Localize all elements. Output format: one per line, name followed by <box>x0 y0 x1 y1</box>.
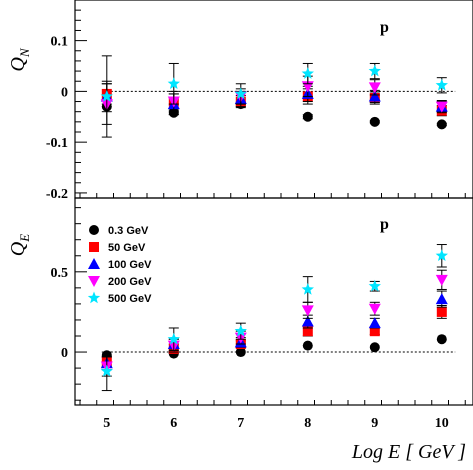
data-point <box>301 305 314 317</box>
data-point <box>302 326 313 337</box>
y-axis-title: QE <box>7 234 32 256</box>
data-point <box>234 87 247 100</box>
legend-marker <box>89 242 99 252</box>
data-point <box>235 347 246 358</box>
data-point <box>436 334 447 345</box>
x-tick-label: 8 <box>304 416 311 431</box>
data-point <box>436 306 447 317</box>
data-point <box>368 317 381 329</box>
data-point <box>100 89 113 102</box>
x-tick-label: 5 <box>103 416 110 431</box>
x-tick-label: 7 <box>237 416 244 431</box>
data-point <box>369 326 380 337</box>
data-point <box>369 116 380 127</box>
panel-annotation: p <box>380 19 389 36</box>
y-tick-label: -0.2 <box>46 187 68 202</box>
data-point <box>435 78 448 91</box>
data-point <box>435 249 448 262</box>
y-axis-title-sub: E <box>17 234 32 243</box>
data-point <box>435 101 448 113</box>
y-axis-title-main: Q <box>7 57 29 72</box>
y-tick-label: 0.1 <box>51 35 69 50</box>
y-axis-title: QN <box>7 47 32 71</box>
legend-label: 0.3 GeV <box>108 225 149 237</box>
x-axis-title: Log E [ GeV ] <box>351 441 466 463</box>
plot-frame <box>74 197 473 406</box>
x-tick-label: 6 <box>170 416 177 431</box>
data-point <box>436 119 447 130</box>
legend: 0.3 GeV 50 GeV 100 GeV 200 GeV 500 GeV <box>87 225 152 305</box>
data-point <box>369 342 380 353</box>
x-tick-label: 10 <box>435 416 449 431</box>
y-tick-label: 0.5 <box>51 266 69 281</box>
data-point <box>368 64 381 77</box>
legend-marker <box>89 225 99 235</box>
y-tick-label: 0 <box>61 346 68 361</box>
data-point <box>368 303 381 315</box>
legend-marker <box>88 276 100 287</box>
data-point <box>368 82 381 94</box>
panel-annotation: p <box>380 216 389 233</box>
data-point <box>302 111 313 122</box>
legend-marker <box>87 291 101 304</box>
data-point <box>368 90 381 102</box>
data-point <box>435 293 448 305</box>
plot-frame <box>74 0 473 199</box>
data-point <box>301 67 314 79</box>
legend-label: 200 GeV <box>108 276 152 288</box>
data-point <box>234 324 247 337</box>
data-point <box>301 315 314 327</box>
data-point <box>100 364 113 377</box>
data-point <box>435 274 448 286</box>
x-tick-label: 9 <box>371 416 378 431</box>
data-point <box>368 279 381 292</box>
y-tick-label: 0 <box>61 85 68 100</box>
data-point <box>167 332 180 345</box>
legend-label: 100 GeV <box>108 259 152 271</box>
y-tick-label: -0.1 <box>46 136 68 151</box>
legend-label: 50 GeV <box>108 242 146 254</box>
data-point <box>167 77 180 90</box>
legend-label: 500 GeV <box>108 293 152 305</box>
y-axis-title-main: Q <box>7 241 29 256</box>
y-axis-title-sub: N <box>17 47 32 58</box>
legend-marker <box>88 258 100 269</box>
data-point <box>301 282 314 295</box>
data-point <box>302 340 313 351</box>
